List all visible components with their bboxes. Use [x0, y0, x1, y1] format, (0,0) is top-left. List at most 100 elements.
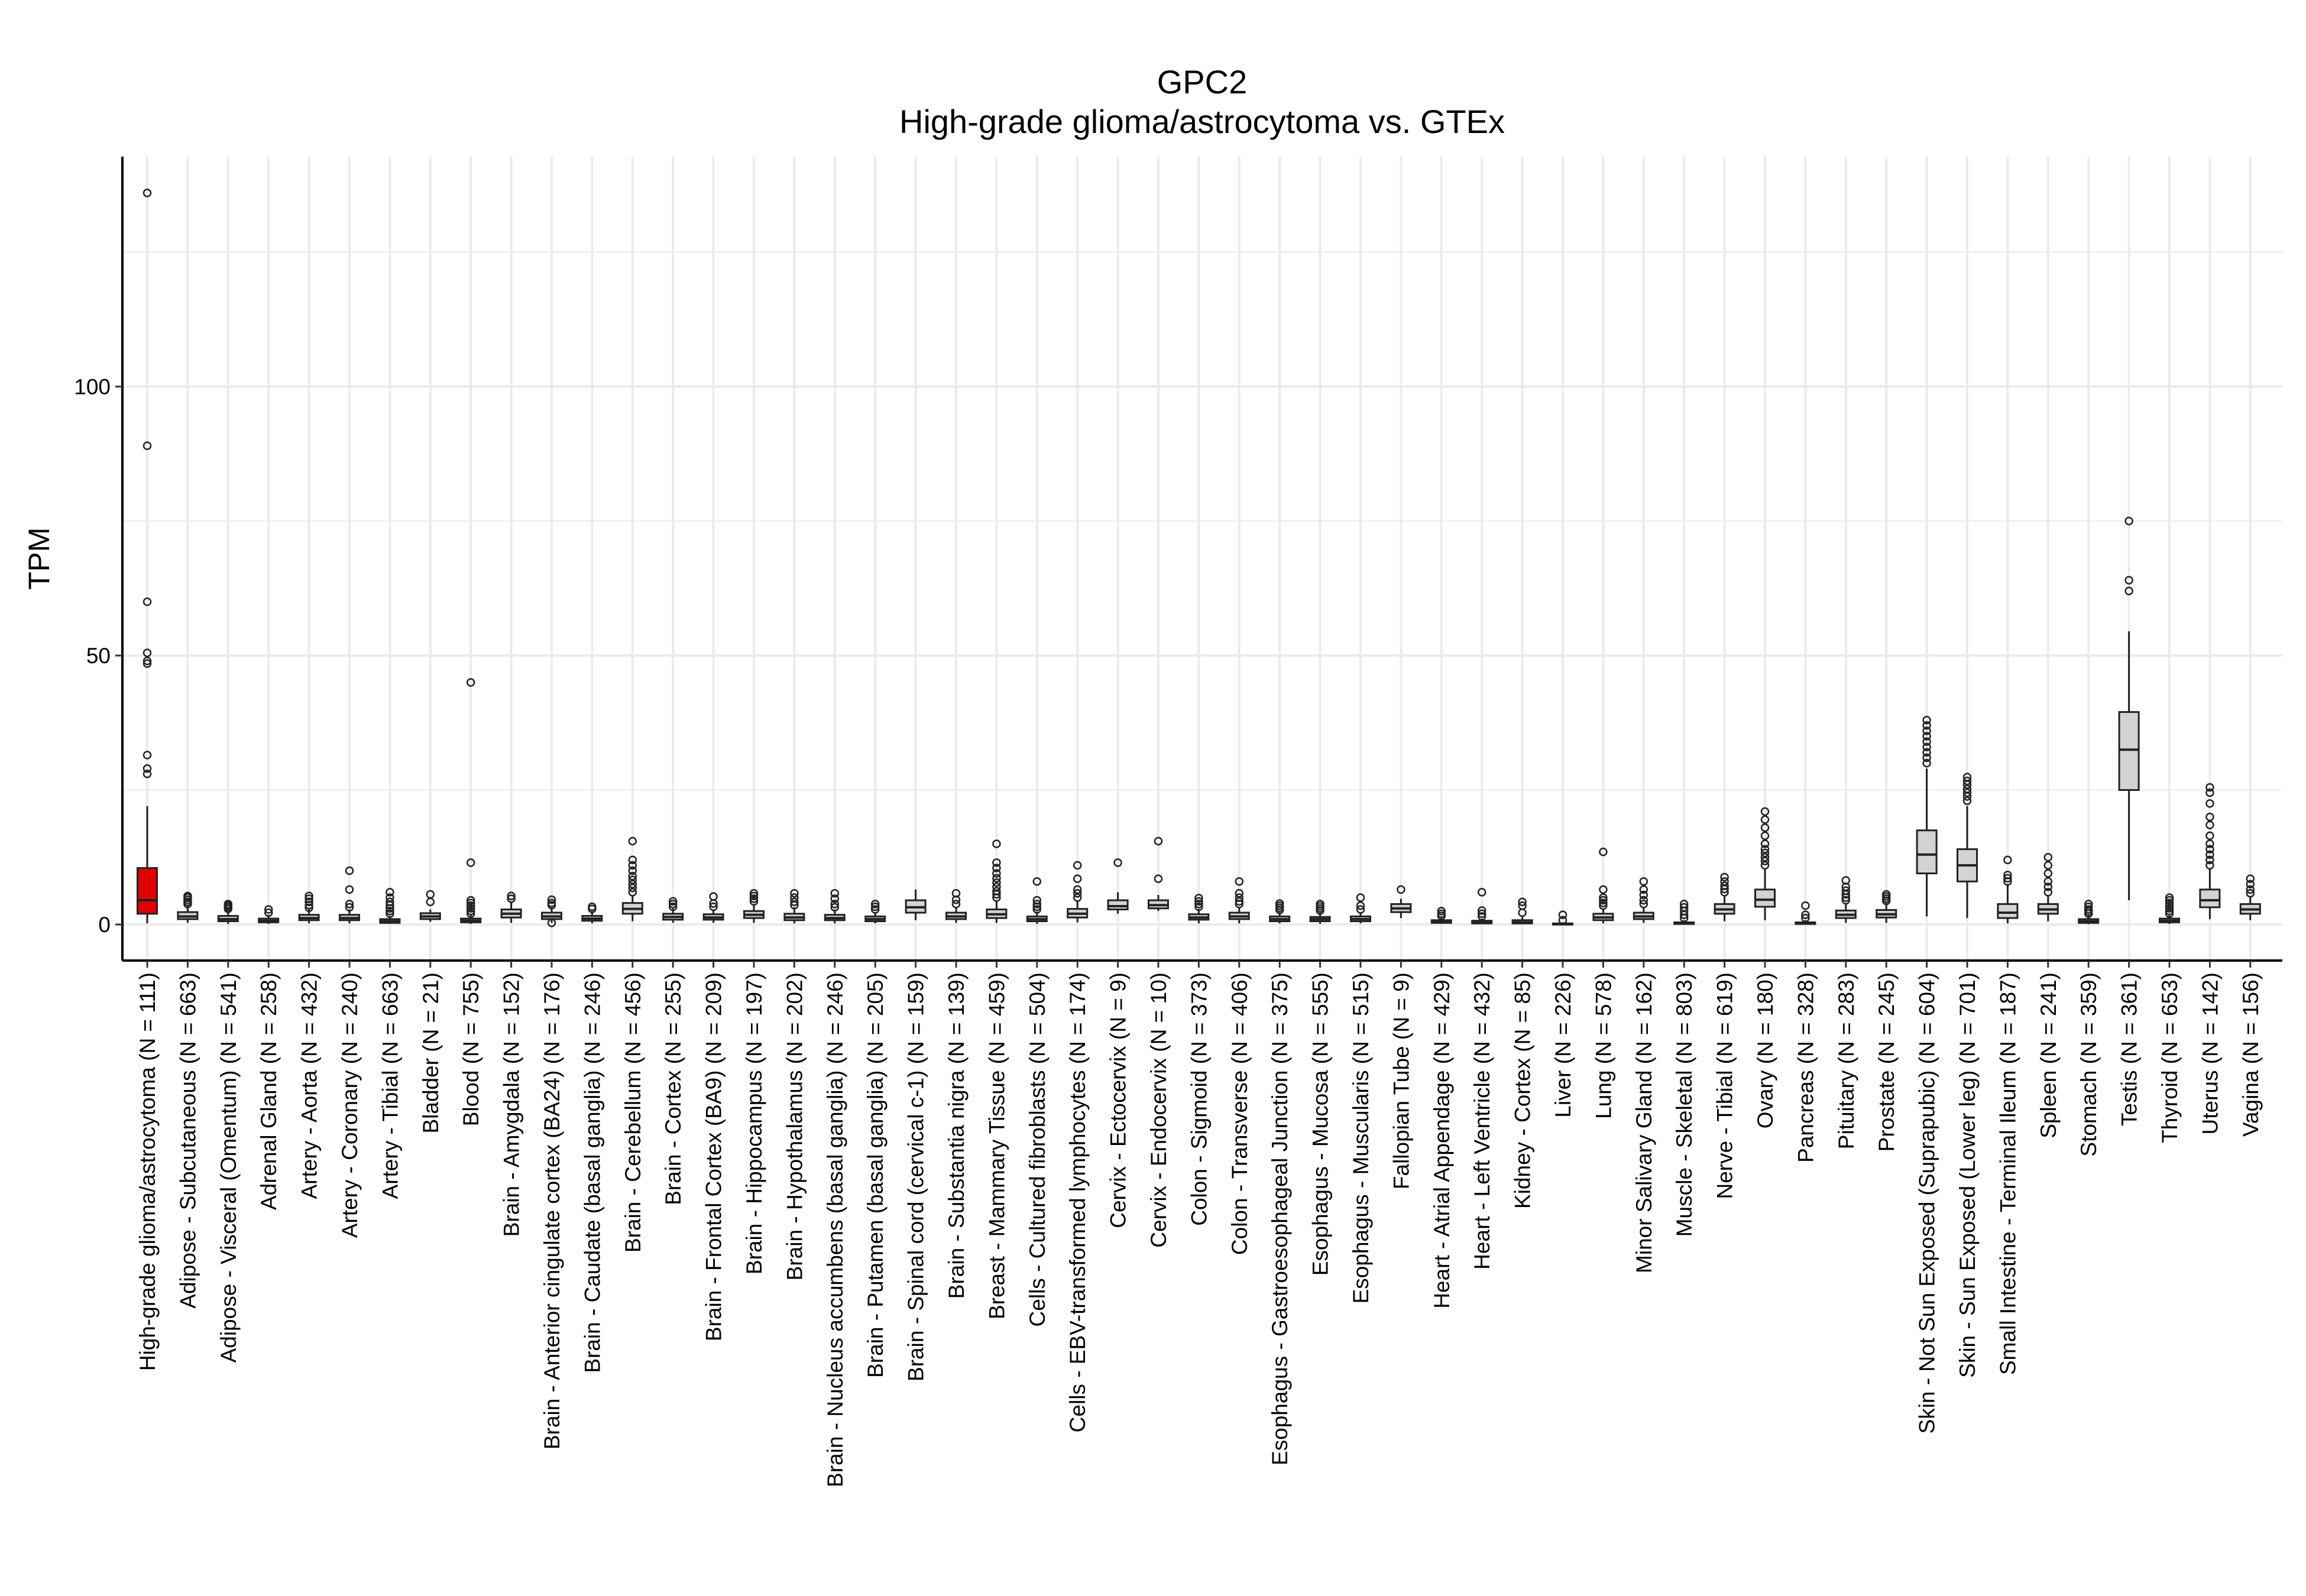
outlier-point	[1841, 876, 1851, 885]
outlier-point	[1437, 907, 1446, 916]
outlier-point	[1801, 913, 1810, 923]
x-tick-label: Brain - Cortex (N = 255)	[661, 972, 685, 1205]
outlier-point	[1962, 773, 1972, 781]
outlier-point	[1760, 815, 1770, 824]
outlier-point	[1397, 885, 1405, 894]
x-tick-label: Esophagus - Muscularis (N = 515)	[1349, 972, 1373, 1303]
box-35	[1552, 910, 1573, 926]
x-tick-label: Brain - Amygdala (N = 152)	[500, 972, 524, 1237]
outlier-point	[305, 897, 313, 907]
outlier-point	[1477, 912, 1486, 921]
box-4	[298, 891, 320, 924]
outlier-point	[2246, 874, 2255, 883]
x-tick-label: Bladder (N = 21)	[419, 972, 443, 1134]
outlier-point	[1032, 900, 1042, 909]
x-tick-label: Brain - Caudate (basal ganglia) (N = 246…	[580, 972, 604, 1373]
outlier-point	[2165, 893, 2174, 902]
box-52	[2239, 874, 2261, 920]
box-47	[2037, 853, 2059, 922]
outlier-point	[2043, 883, 2053, 891]
x-tick-label: Colon - Sigmoid (N = 373)	[1187, 972, 1211, 1226]
outlier-point	[668, 900, 678, 909]
x-tick-label: Brain - Anterior cingulate cortex (BA24)…	[540, 972, 564, 1449]
outlier-point	[264, 908, 273, 917]
box-29	[1309, 900, 1331, 924]
outlier-point	[628, 875, 637, 884]
x-tick-label: Brain - Frontal Cortex (BA9) (N = 209)	[702, 972, 726, 1341]
outlier-point	[1154, 874, 1163, 883]
outlier-point	[1599, 898, 1608, 907]
outlier-point	[992, 864, 1001, 872]
outlier-point	[466, 858, 475, 867]
outlier-point	[1922, 742, 1931, 751]
outlier-point	[386, 897, 394, 907]
x-tick-label: Uterus (N = 142)	[2198, 972, 2222, 1135]
box-49	[2118, 517, 2140, 901]
outlier-point	[345, 885, 354, 894]
outlier-point	[628, 871, 637, 881]
box-series	[137, 189, 2261, 927]
outlier-point	[2205, 839, 2214, 848]
x-tick-label: Cervix - Ectocervix (N = 9)	[1106, 972, 1131, 1228]
outlier-point	[1518, 901, 1527, 910]
outlier-point	[790, 888, 799, 898]
y-tick-label: 50	[86, 644, 111, 668]
x-tick-label: Skin - Not Sun Exposed (Suprapubic) (N =…	[1915, 972, 1939, 1433]
x-tick-label: High-grade glioma/astrocytoma (N = 111)	[135, 972, 160, 1371]
outlier-point	[1720, 881, 1729, 890]
outlier-point	[224, 900, 233, 909]
outlier-point	[1235, 897, 1244, 906]
outlier-point	[1194, 894, 1203, 903]
outlier-point	[1032, 896, 1042, 905]
outlier-point	[466, 909, 475, 919]
box-8	[460, 678, 482, 924]
x-tick-label: Artery - Tibial (N = 663)	[378, 972, 402, 1199]
outlier-point	[1235, 888, 1244, 898]
outlier-point	[142, 597, 152, 606]
outlier-point	[1962, 784, 1972, 793]
outlier-point	[1922, 726, 1931, 735]
outlier-point	[2165, 909, 2174, 919]
outlier-point	[386, 888, 394, 897]
y-axis-label: TPM	[22, 527, 56, 590]
outlier-point	[1477, 888, 1486, 897]
outlier-point	[1639, 896, 1648, 905]
x-tick-label: Vagina (N = 156)	[2239, 972, 2263, 1137]
outlier-point	[951, 888, 961, 898]
box-14	[702, 892, 724, 923]
outlier-point	[749, 888, 759, 898]
x-tick-label: Muscle - Skeletal (N = 803)	[1672, 972, 1696, 1237]
outlier-point	[1073, 885, 1082, 894]
outlier-point	[1599, 885, 1608, 894]
outlier-point	[830, 888, 840, 898]
outlier-point	[1639, 900, 1648, 909]
outlier-point	[547, 895, 556, 904]
x-tick-label: Colon - Transverse (N = 406)	[1228, 972, 1252, 1255]
x-tick-label: Pituitary (N = 283)	[1834, 972, 1858, 1149]
outlier-point	[951, 900, 961, 909]
outlier-point	[2246, 885, 2255, 894]
box-32	[1430, 907, 1452, 924]
x-tick-label: Skin - Sun Exposed (Lower leg) (N = 701)	[1955, 972, 1980, 1378]
outlier-point	[992, 883, 1001, 891]
x-tick-label: Heart - Atrial Appendage (N = 429)	[1430, 972, 1454, 1309]
outlier-point	[1962, 788, 1972, 797]
x-tick-label: Esophagus - Mucosa (N = 555)	[1309, 972, 1333, 1276]
outlier-point	[790, 893, 799, 902]
box-45	[1957, 773, 1978, 919]
box-12	[621, 836, 643, 922]
outlier-point	[142, 659, 152, 668]
x-tick-label: Stomach (N = 359)	[2077, 972, 2101, 1157]
outlier-point	[628, 880, 637, 888]
outlier-point	[1760, 823, 1770, 832]
x-tick-label: Esophagus - Gastroesophageal Junction (N…	[1268, 972, 1292, 1465]
outlier-point	[1073, 861, 1082, 870]
grid-lines	[122, 157, 2282, 961]
outlier-point	[628, 888, 637, 897]
x-tick-label: Artery - Aorta (N = 432)	[297, 972, 322, 1199]
box-7	[419, 890, 441, 922]
box-1	[177, 891, 199, 923]
outlier-point	[1962, 796, 1972, 805]
outlier-point	[386, 907, 394, 916]
outlier-point	[305, 891, 313, 901]
